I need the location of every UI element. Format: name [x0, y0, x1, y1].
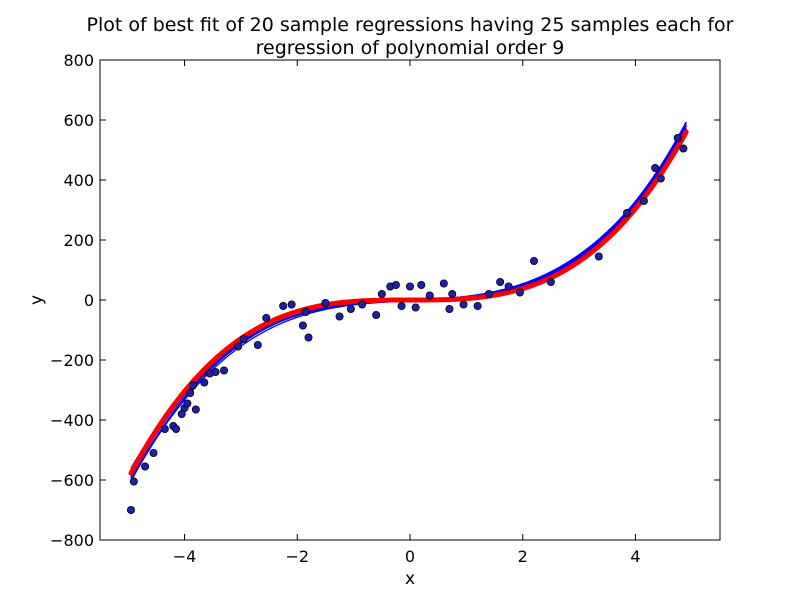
data-point-31 [372, 310, 381, 319]
x-tick-label-2: −2 [285, 547, 309, 566]
data-point-18 [234, 342, 243, 351]
data-point-35 [397, 301, 406, 310]
data-point-5 [160, 424, 169, 433]
data-point-46 [496, 277, 505, 286]
data-point-19 [239, 334, 248, 343]
chart-title-line-2: regression of polynomial order 9 [256, 37, 565, 59]
data-point-53 [639, 196, 648, 205]
data-point-50 [546, 277, 555, 286]
data-point-38 [417, 280, 426, 289]
data-point-11 [186, 388, 195, 397]
data-point-42 [448, 289, 457, 298]
y-tick-label-2: −600 [50, 471, 94, 490]
data-point-34 [391, 280, 400, 289]
data-point-26 [304, 333, 313, 342]
data-point-13 [191, 405, 200, 414]
y-axis-ticks: −800 −600 −400 −200 0 200 400 600 800 [50, 51, 720, 550]
data-point-44 [473, 301, 482, 310]
data-point-51 [594, 252, 603, 261]
x-tick-label-1: −4 [173, 547, 197, 566]
data-point-47 [504, 282, 513, 291]
data-point-32 [377, 289, 386, 298]
data-point-52 [623, 208, 632, 217]
data-point-37 [411, 303, 420, 312]
data-point-24 [298, 321, 307, 330]
data-point-57 [679, 144, 688, 153]
data-point-22 [279, 301, 288, 310]
true-curve [128, 129, 689, 476]
data-point-55 [656, 174, 665, 183]
data-point-28 [335, 312, 344, 321]
data-point-14 [200, 378, 209, 387]
data-point-27 [321, 298, 330, 307]
data-point-16 [211, 367, 220, 376]
data-point-7 [172, 424, 181, 433]
true-curve-group [128, 129, 689, 476]
data-point-43 [459, 300, 468, 309]
data-point-30 [358, 300, 367, 309]
x-axis-label: x [405, 569, 415, 589]
x-tick-label-3: 0 [405, 547, 415, 566]
data-point-4 [149, 448, 158, 457]
y-tick-label-3: −400 [50, 411, 94, 430]
chart-title-line-1: Plot of best fit of 20 sample regression… [87, 14, 734, 36]
data-point-1 [127, 505, 136, 514]
y-tick-label-6: 200 [63, 231, 94, 250]
data-point-3 [141, 462, 150, 471]
data-points [127, 133, 688, 514]
x-tick-label-5: 4 [630, 547, 640, 566]
data-point-48 [515, 288, 524, 297]
data-point-49 [530, 256, 539, 265]
plot-area [127, 121, 689, 514]
data-point-41 [445, 304, 454, 313]
y-tick-label-8: 600 [63, 111, 94, 130]
data-point-39 [425, 291, 434, 300]
data-point-2 [129, 477, 138, 486]
data-point-36 [405, 282, 414, 291]
y-axis-label: y [27, 295, 47, 305]
y-tick-label-4: −200 [50, 351, 94, 370]
data-point-20 [253, 340, 262, 349]
data-point-54 [651, 163, 660, 172]
data-point-45 [484, 289, 493, 298]
y-tick-label-5: 0 [84, 291, 94, 310]
data-point-29 [346, 304, 355, 313]
y-tick-label-9: 800 [63, 51, 94, 70]
x-axis-ticks: −4 −2 0 2 4 [173, 60, 641, 566]
data-point-21 [262, 313, 271, 322]
y-tick-label-1: −800 [50, 531, 94, 550]
x-tick-label-4: 2 [518, 547, 528, 566]
data-point-40 [439, 279, 448, 288]
data-point-25 [301, 307, 310, 316]
data-point-10 [183, 399, 192, 408]
data-point-23 [287, 300, 296, 309]
data-point-17 [219, 366, 228, 375]
y-tick-label-7: 400 [63, 171, 94, 190]
data-point-56 [673, 133, 682, 142]
data-point-12 [188, 381, 197, 390]
